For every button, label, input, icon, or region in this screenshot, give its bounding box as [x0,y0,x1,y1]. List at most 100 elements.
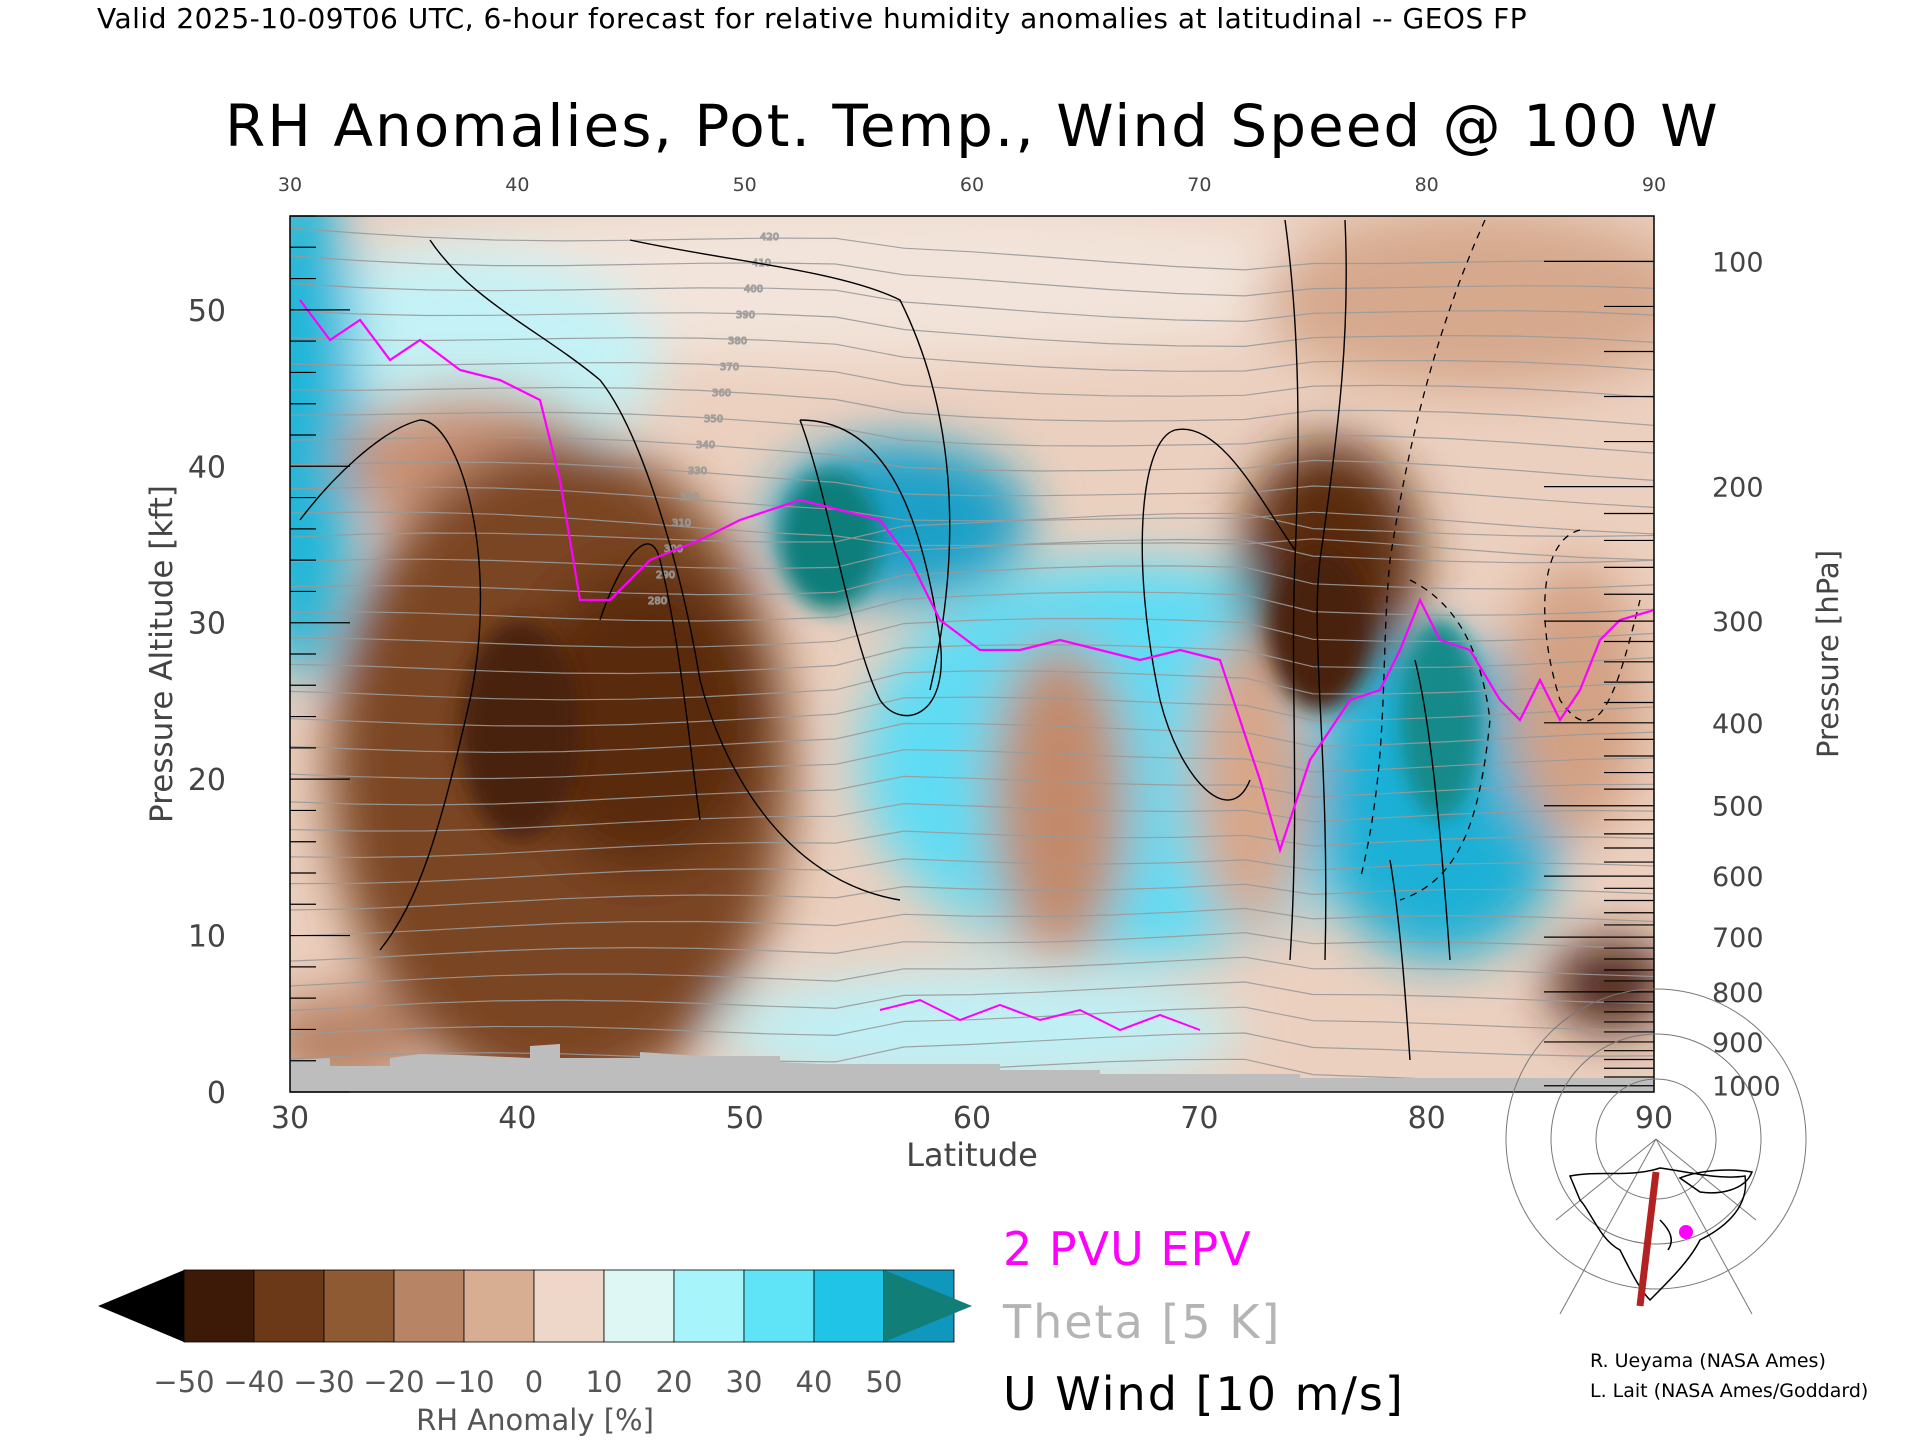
left-tick-marks [290,215,350,1093]
pressure-tick-label: 500 [1712,792,1764,823]
wind-contour-dashed [1359,219,1486,881]
theta-contour [290,512,1654,543]
legend-theta: Theta [5 K] [1003,1295,1282,1349]
x-tick-label: 90 [1635,1101,1673,1136]
y-tick-label: 10 [188,920,226,955]
legend-epv: 2 PVU EPV [1003,1222,1252,1276]
field-pole-surface-dry [1550,940,1654,1030]
colorbar-segment [813,1269,885,1343]
colorbar-tick-label: 30 [726,1365,763,1399]
colorbar-segment [673,1269,745,1343]
theta-contour-label: 360 [712,388,731,399]
wind-contour [629,239,951,691]
theta-contour [290,565,1654,596]
theta-contour [290,255,1654,297]
theta-contour-label: 400 [744,284,763,295]
wind-contour [1414,659,1451,961]
theta-contour [290,361,1654,399]
theta-contour-label: 370 [720,362,739,373]
colorbar-high-arrow [884,1270,972,1342]
pressure-tick-label: 200 [1712,473,1764,504]
wind-contour [1389,859,1411,1061]
wind-contour-dashed [1399,579,1491,901]
x-tick-label: 80 [1408,1101,1446,1136]
y-axis-label: Pressure Altitude [kft] [144,485,180,823]
theta-contour [290,227,1654,271]
field-polar-teal [1400,620,1480,820]
field-left-edge-moist [290,216,360,680]
theta-contour [290,1006,1654,1037]
epv-2pvu-contour [299,299,1654,854]
colorbar-low-arrow [98,1270,184,1342]
theta-contour [290,981,1654,1012]
pressure-tick-label: 700 [1712,923,1764,954]
theta-contour [290,538,1654,570]
x-tick-label: 30 [271,1101,309,1136]
y-axis-ticks: 0 10 20 30 40 50 [188,294,226,1111]
field-midlat-dry-core [520,570,760,870]
x-tick-label: 70 [1180,1101,1218,1136]
theta-contour-label: 390 [736,310,755,321]
y-tick-label: 20 [188,763,226,798]
chart-title: RH Anomalies, Pot. Temp., Wind Speed @ 1… [225,92,1720,160]
field-subpolar-dry-strip [990,640,1130,960]
field-surface-moist [720,970,1240,1090]
map-section-line [1636,1171,1660,1307]
colorbar-segment [393,1269,465,1343]
theta-contour-label: 280 [648,596,667,607]
theta-contour [290,907,1654,937]
wind-contour [299,419,482,951]
y-tick-label: 30 [188,607,226,642]
rh-anomaly-field: 4204104003903803703603503403303203103002… [290,216,1654,1092]
topography-mask [290,1044,1654,1092]
wind-contour [599,543,701,821]
legend-wind: U Wind [10 m/s] [1003,1367,1405,1421]
colorbar-tick-label: −30 [293,1365,354,1399]
x-top-tick-label: 70 [1187,174,1211,196]
pressure-tick-label: 600 [1712,862,1764,893]
x-top-tick-label: 40 [505,174,529,196]
theta-contour [290,932,1654,962]
y-tick-label: 40 [188,450,226,485]
north-america-polar-map-icon [1505,988,1807,1315]
theta-contour-label: 320 [680,492,699,503]
colorbar-tick-label: 0 [525,1365,543,1399]
theta-contour [290,722,1654,754]
map-marker [1679,1225,1693,1239]
theta-contour [290,643,1654,675]
y-tick-label: 50 [188,294,226,329]
theta-contour [290,486,1654,535]
wind-contour [429,239,901,901]
colorbar-tick-label: −40 [223,1365,284,1399]
valid-time-header: Valid 2025-10-09T06 UTC, 6-hour forecast… [97,2,1528,35]
x-axis-label: Latitude [906,1136,1038,1174]
pressure-tick-label: 400 [1712,709,1764,740]
field-midlat-dark-core [460,620,580,840]
theta-contour [290,337,1654,372]
theta-contour-label: 420 [760,232,779,243]
x-tick-label: 40 [498,1101,536,1136]
theta-contour [290,617,1654,648]
x-tick-label: 60 [953,1101,991,1136]
theta-contour [290,802,1654,832]
x-top-tick-label: 80 [1415,174,1439,196]
theta-contour-label: 380 [728,336,747,347]
theta-contour [290,436,1654,481]
colorbar-segment [253,1269,325,1343]
pressure-tick-label: 300 [1712,607,1764,638]
theta-contour-label: 310 [672,518,691,529]
colorbar-tick-label: 40 [796,1365,833,1399]
theta-contour [290,956,1654,987]
theta-contour [290,282,1654,323]
theta-contour [290,670,1654,701]
theta-contour [290,310,1654,348]
theta-contour-label: 340 [696,440,715,451]
x-tick-label: 50 [726,1101,764,1136]
colorbar-segment [323,1269,395,1343]
colorbar-segment [183,1269,255,1343]
x-top-tick-label: 60 [960,174,984,196]
credit-line-2: L. Lait (NASA Ames/Goddard) [1590,1380,1869,1402]
wind-contour [1284,219,1299,961]
theta-contour [290,830,1654,859]
